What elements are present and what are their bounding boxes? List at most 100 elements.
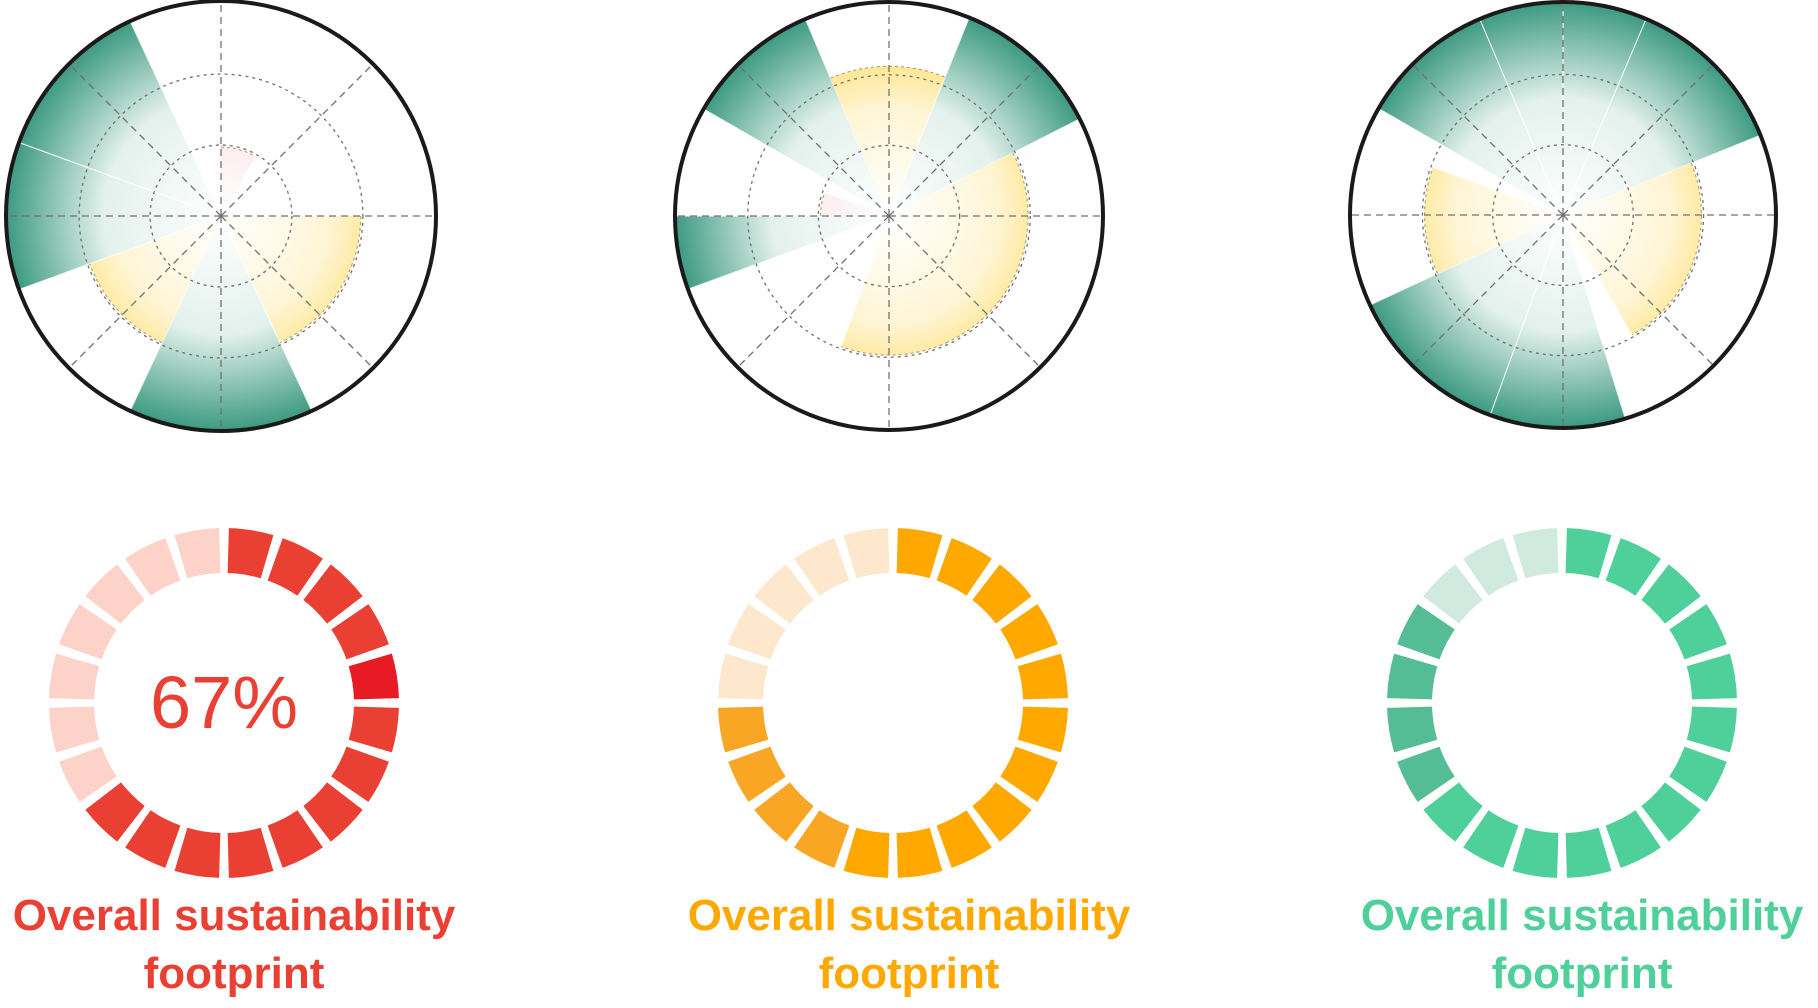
ring-2-caption-line-2: footprint	[819, 949, 1000, 998]
ring-2-segment-11	[843, 827, 890, 878]
ring-2-segment-18	[754, 564, 814, 624]
polar-3-sector-3	[1563, 163, 1702, 263]
ring-2-segment-14	[728, 746, 786, 802]
polar-1-sector-6-edge	[89, 263, 163, 344]
ring-3-segment-5	[1686, 653, 1737, 700]
ring-1-segment-20	[174, 528, 221, 579]
polar-2-sector-3-edge	[1012, 152, 1029, 264]
polar-1-sector-6	[89, 216, 222, 343]
polar-2-sector-11-edge	[830, 65, 890, 79]
polar-3-sector-9	[1424, 167, 1563, 251]
ring-2-segment-16	[718, 653, 769, 700]
ring-3-segment-4	[1669, 604, 1727, 660]
ring-2-segment-20	[843, 528, 890, 579]
ring-1-segment-18	[85, 564, 145, 624]
ring-2-segment-6	[1017, 706, 1068, 753]
polar-area-charts	[4, 0, 1778, 433]
ring-1-segment-4	[331, 604, 389, 660]
ring-1-segment-10	[227, 827, 274, 878]
polar-1-grid-ring-1	[149, 144, 293, 288]
ring-2-segment-1	[896, 528, 943, 579]
ring-3-segment-12	[1463, 810, 1519, 868]
ring-1-segment-2	[267, 538, 323, 596]
ring-1-segment-7	[331, 746, 389, 802]
ring-1-segment-3	[303, 564, 363, 624]
polar-3-sector-8	[1429, 215, 1563, 274]
polar-2-sector-4-edge	[947, 263, 1021, 343]
ring-3-segment-14	[1397, 746, 1455, 802]
polar-3-sector-4-edge	[1631, 262, 1694, 336]
ring-3-segment-13	[1423, 782, 1483, 842]
ring-3-caption-line-2: footprint	[1492, 949, 1673, 998]
ring-2-segment-13	[754, 782, 814, 842]
ring-2-segment-2	[936, 538, 992, 596]
ring-2-segment-7	[1000, 746, 1058, 802]
ring-3-segment-19	[1463, 538, 1519, 596]
ring-1-segment-8	[303, 782, 363, 842]
ring-3-segment-11	[1512, 827, 1559, 878]
ring-3-segment-17	[1397, 604, 1455, 660]
ring-2-segment-9	[936, 810, 992, 868]
polar-1-sector-1	[221, 147, 256, 216]
ring-2-segment-19	[794, 538, 850, 596]
ring-gauge-3	[1387, 528, 1737, 878]
polar-2-sector-5-edge	[841, 341, 949, 356]
polar-2-sector-5	[841, 216, 948, 356]
polar-2-sector-8-edge	[819, 192, 826, 217]
ring-2-segment-3	[972, 564, 1032, 624]
polar-2-sector-8	[820, 192, 889, 216]
ring-2-segment-15	[718, 706, 769, 753]
ring-2-segment-10	[896, 827, 943, 878]
ring-1-segment-11	[174, 827, 221, 878]
polar-2-sector-1-edge	[888, 65, 946, 78]
ring-1-segment-16	[49, 653, 100, 700]
ring-1-segment-1	[227, 528, 274, 579]
ring-3-segment-7	[1669, 746, 1727, 802]
polar-chart-2	[673, 0, 1105, 432]
polar-3-outline	[1348, 0, 1778, 430]
ring-3-segment-16	[1387, 653, 1438, 700]
polar-1-outline	[4, 0, 438, 433]
ring-2-segment-5	[1017, 653, 1068, 700]
polar-1-sector-1-edge	[220, 146, 256, 157]
ring-1-segment-13	[85, 782, 145, 842]
polar-chart-3	[1348, 0, 1778, 430]
ring-2-segment-12	[794, 810, 850, 868]
captions: 67% Overall sustainability footprint Overal…	[13, 661, 1804, 998]
polar-1-grid-ring-2	[78, 73, 364, 359]
ring-3-segment-18	[1423, 564, 1483, 624]
polar-1-sector-3-edge	[351, 215, 362, 265]
polar-1-sector-4	[221, 216, 353, 343]
ring-3-segment-8	[1641, 782, 1701, 842]
ring-1-segment-5	[348, 653, 399, 700]
polar-3-sector-3-edge	[1690, 162, 1703, 263]
ring-1-segment-15	[49, 706, 100, 753]
ring-1-segment-17	[59, 604, 117, 660]
polar-2-grid-ring-1	[817, 144, 961, 288]
polar-chart-1	[4, 0, 438, 433]
polar-2-sector-11	[830, 66, 889, 216]
ring-3-segment-3	[1641, 564, 1701, 624]
polar-3-sector-9-edge	[1423, 167, 1434, 251]
ring-gauges	[49, 528, 1737, 878]
ring-3-segment-10	[1565, 827, 1612, 878]
ring-1-segment-19	[125, 538, 181, 596]
ring-3-segment-2	[1605, 538, 1661, 596]
polar-3-grid-ring-1	[1492, 144, 1634, 286]
ring-1-center-label: 67%	[150, 661, 298, 744]
ring-1-segment-6	[348, 706, 399, 753]
ring-3-segment-1	[1565, 528, 1612, 579]
polar-2-grid-ring-2	[747, 74, 1031, 358]
ring-3-caption-line-1: Overall sustainability	[1361, 891, 1804, 940]
polar-3-grid-ring-2	[1421, 73, 1705, 357]
ring-3-segment-15	[1387, 706, 1438, 753]
polar-2-sector-4	[889, 216, 1020, 343]
ring-3-segment-9	[1605, 810, 1661, 868]
ring-2-segment-4	[1000, 604, 1058, 660]
ring-1-segment-9	[267, 810, 323, 868]
polar-2-sector-7	[674, 215, 890, 290]
polar-1-grid-spoke-2	[220, 63, 374, 217]
polar-1-sector-4-edge	[279, 263, 353, 344]
ring-1-segment-14	[59, 746, 117, 802]
